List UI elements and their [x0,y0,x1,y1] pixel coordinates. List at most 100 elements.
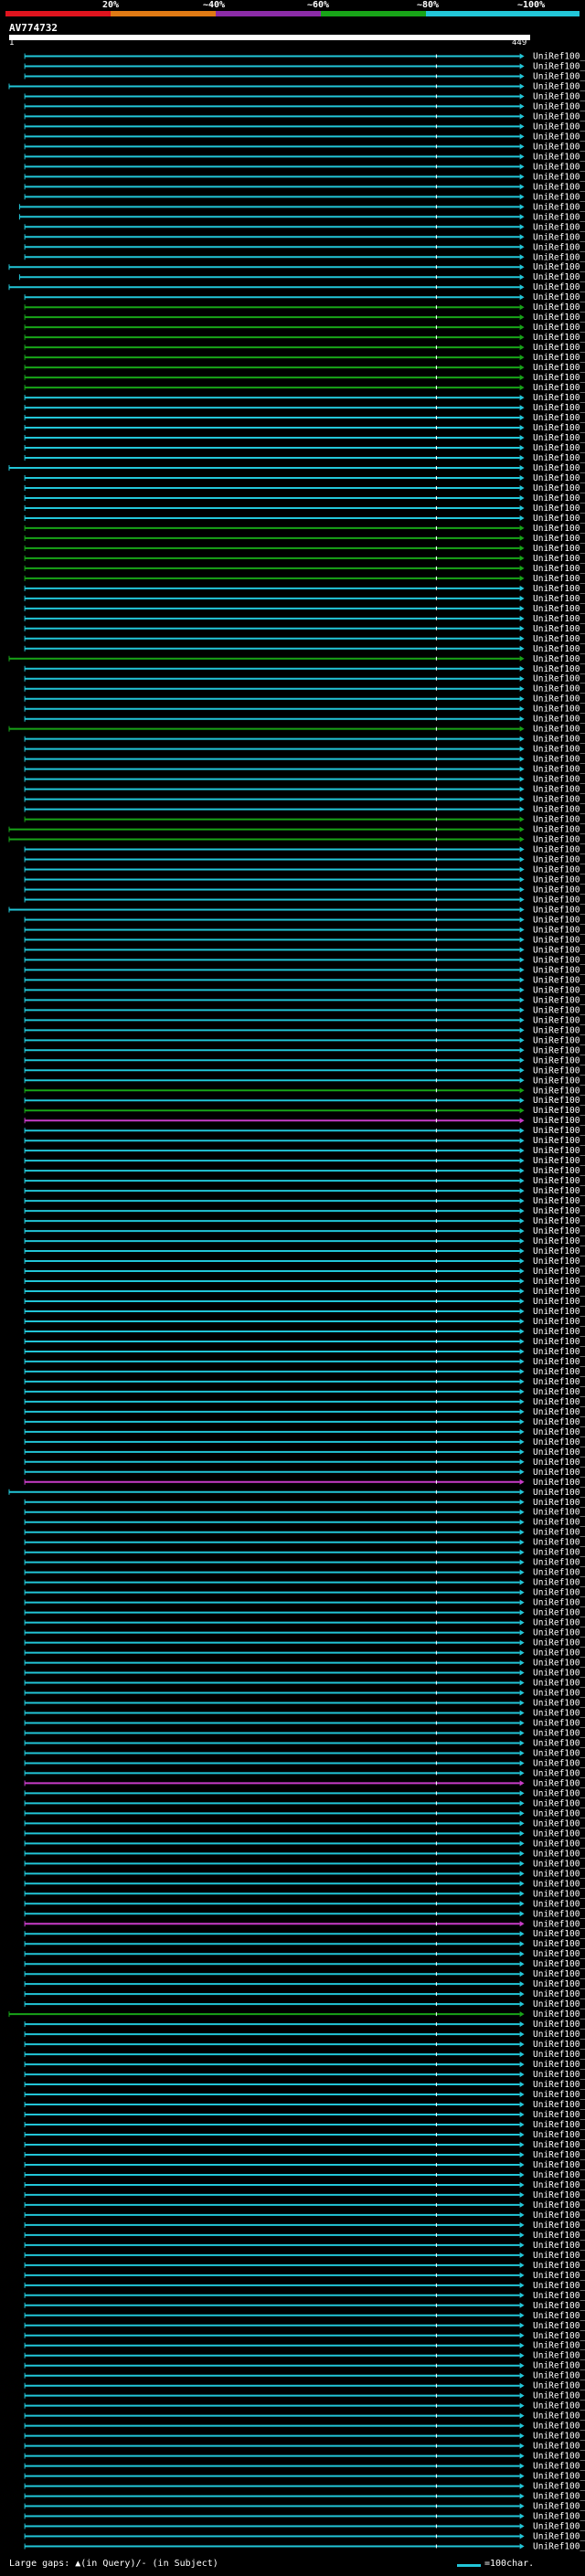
hit-label[interactable]: UniRef100_B9RHG6 [533,564,585,574]
hit-row[interactable]: UniRef100_Q2V0Y1 [24,2472,585,2482]
hit-label[interactable]: UniRef100_Q84QW0 [533,252,585,262]
hit-label[interactable]: UniRef100_B4FJ62 [533,2261,585,2271]
hit-row[interactable]: UniRef100_A7E9W7 [24,1869,585,1879]
hit-row[interactable]: UniRef100_C1BPV0 [24,2522,585,2532]
hit-label[interactable]: UniRef100_B4FR31 [533,383,585,393]
hit-row[interactable]: UniRef100_B6HTR0 [24,1578,585,1588]
hit-row[interactable]: UniRef100_Q8VZT7 [24,182,585,192]
hit-row[interactable]: UniRef100_Q8LJR6 [24,604,585,614]
hit-label[interactable]: UniRef100_B4FC99 [533,1347,585,1357]
hit-label[interactable]: UniRef100_UP1000... [533,2040,585,2050]
hit-label[interactable]: UniRef100_UP1000... [533,2251,585,2261]
hit-row[interactable]: UniRef100_Q0E145 [24,353,585,363]
hit-label[interactable]: UniRef100_B4NM56 [533,2271,585,2281]
hit-label[interactable]: UniRef100_Q15907 [533,2090,585,2100]
hit-label[interactable]: UniRef100_A9RGH1 [533,333,585,343]
hit-label[interactable]: UniRef100_A4RD70 [533,1458,585,1468]
hit-label[interactable]: UniRef100_C4JUF3 [533,1337,585,1347]
hit-label[interactable]: UniRef100_Q8L956 [533,1939,585,1949]
hit-row[interactable]: UniRef100_Q40524 [24,111,585,122]
hit-label[interactable]: UniRef100_C5YVB1 [533,1427,585,1437]
hit-row[interactable]: UniRef100_A6LM16 [24,2190,585,2200]
hit-label[interactable]: UniRef100_A7PF80 [533,1096,585,1106]
hit-label[interactable]: UniRef100_B9G1W0 [533,242,585,252]
hit-row[interactable]: UniRef100_B6UHQ7 [24,1648,585,1659]
hit-label[interactable]: UniRef100_C5XCS1 [533,855,585,865]
hit-label[interactable]: UniRef100_B6QBF7 [533,1437,585,1447]
hit-label[interactable]: UniRef100_Q0I146 [533,2371,585,2381]
hit-row[interactable]: UniRef100_A2Q0S1 [24,1166,585,1176]
hit-row[interactable]: UniRef100_Q96283 [24,1829,585,1839]
hit-label[interactable]: UniRef100_P46638 [533,2140,585,2150]
hit-row[interactable]: UniRef100_B4IT03 [24,2291,585,2301]
hit-row[interactable]: UniRef100_Q9FIF9 [24,1768,585,1778]
hit-label[interactable]: UniRef100_UP1000... [533,192,585,202]
hit-row[interactable]: UniRef100_UP1000... [24,2030,585,2040]
hit-label[interactable]: UniRef100_C1BSD1 [533,995,585,1005]
hit-label[interactable]: UniRef100_A5C879 [533,2221,585,2231]
hit-label[interactable]: UniRef100_A9P9U7 [533,875,585,885]
hit-row[interactable]: UniRef100_B9RM76 [24,1005,585,1015]
hit-label[interactable]: UniRef100_Q75I19 [533,825,585,835]
hit-label[interactable]: UniRef100_Q3LK92 [533,865,585,875]
hit-row[interactable]: UniRef100_Q4P501 [24,1989,585,1999]
hit-label[interactable]: UniRef100_B9IAD0 [533,101,585,111]
hit-row[interactable]: UniRef100_A1DS42 [24,1608,585,1618]
hit-row[interactable]: UniRef100_Q39345 [24,122,585,132]
hit-label[interactable]: UniRef100_UP1000... [533,1548,585,1558]
hit-row[interactable]: UniRef100_A9NZD1 [24,594,585,604]
hit-row[interactable]: UniRef100_A2Z4E8 [24,2210,585,2221]
hit-label[interactable]: UniRef100_Q40522 [533,1618,585,1628]
hit-row[interactable]: UniRef100_C5Y161 [18,272,585,282]
hit-label[interactable]: UniRef100_A5B359 [533,202,585,212]
hit-label[interactable]: UniRef100_B9SSN4 [533,1146,585,1156]
hit-label[interactable]: UniRef100_Q0I147 [533,1788,585,1798]
hit-row[interactable]: UniRef100_Q9FHK0 [24,2120,585,2130]
hit-label[interactable]: UniRef100_C6T1E9 [533,765,585,775]
hit-row[interactable]: UniRef100_Q84QC3 [24,142,585,152]
hit-label[interactable]: UniRef100_UP1000... [533,2019,585,2030]
hit-row[interactable]: UniRef100_Q9SPK1 [24,493,585,504]
hit-row[interactable]: UniRef100_UP1000... [24,705,585,715]
hit-label[interactable]: UniRef100_Q6DGU2 [533,2401,585,2412]
hit-row[interactable]: UniRef100_B9T4B9 [8,262,585,272]
hit-label[interactable]: UniRef100_Q0I149 [533,1528,585,1538]
hit-row[interactable]: UniRef100_Q04486 [24,2512,585,2522]
hit-row[interactable]: UniRef100_B9HFE2 [24,1307,585,1317]
hit-label[interactable]: UniRef100_UP1000... [533,2160,585,2170]
hit-label[interactable]: UniRef100_A7P1V6 [533,1267,585,1277]
hit-row[interactable]: UniRef100_B9SBC7 [24,1025,585,1035]
hit-row[interactable]: UniRef100_UP1000... [24,192,585,202]
hit-label[interactable]: UniRef100_A5BUD1 [533,1317,585,1327]
hit-row[interactable]: UniRef100_P19892 [24,152,585,162]
hit-row[interactable]: UniRef100_P46638 [24,2140,585,2150]
hit-row[interactable]: UniRef100_A7QDG9 [24,1045,585,1055]
hit-label[interactable]: UniRef100_Q1SL05 [533,2351,585,2361]
hit-label[interactable]: UniRef100_Q8K201 [533,2381,585,2391]
hit-label[interactable]: UniRef100_C6SZF5 [533,2301,585,2311]
hit-row[interactable]: UniRef100_Q40200 [24,433,585,443]
hit-label[interactable]: UniRef100_B9G6D0 [533,282,585,292]
hit-row[interactable]: UniRef100_Q40521 [8,654,585,664]
hit-label[interactable]: UniRef100_B9RT47 [533,1699,585,1709]
hit-row[interactable]: UniRef100_Q3LK92 [24,865,585,875]
hit-label[interactable]: UniRef100_B0WHH8 [533,1859,585,1869]
hit-row[interactable]: UniRef100_Q6FI42 [24,2110,585,2120]
hit-row[interactable]: UniRef100_UP1000... [24,1999,585,2009]
hit-row[interactable]: UniRef100_B5X4B2 [24,2532,585,2542]
hit-label[interactable]: UniRef100_Q5M991 [533,2422,585,2432]
hit-row[interactable]: UniRef100_A4RD70 [24,1458,585,1468]
hit-label[interactable]: UniRef100_C5Y161 [533,272,585,282]
hit-label[interactable]: UniRef100_Q41653 [533,1899,585,1909]
hit-row[interactable]: UniRef100_Q2UWU1 [24,1397,585,1407]
hit-row[interactable]: UniRef100_Q8LAP7 [24,453,585,463]
hit-label[interactable]: UniRef100_Q40524 [533,111,585,122]
hit-row[interactable]: UniRef100_A1CRG8 [24,1738,585,1748]
hit-row[interactable]: UniRef100_A7YYE6 [24,2462,585,2472]
hit-row[interactable]: UniRef100_A9RGH1 [24,333,585,343]
hit-row[interactable]: UniRef100_Q0E5C7 [24,292,585,302]
hit-row[interactable]: UniRef100_B4FJ62 [24,2261,585,2271]
hit-label[interactable]: UniRef100_C6TIM4 [533,895,585,905]
hit-row[interactable]: UniRef100_Q6DJB4 [24,2391,585,2401]
hit-row[interactable]: UniRef100_A9NV29 [24,2231,585,2241]
